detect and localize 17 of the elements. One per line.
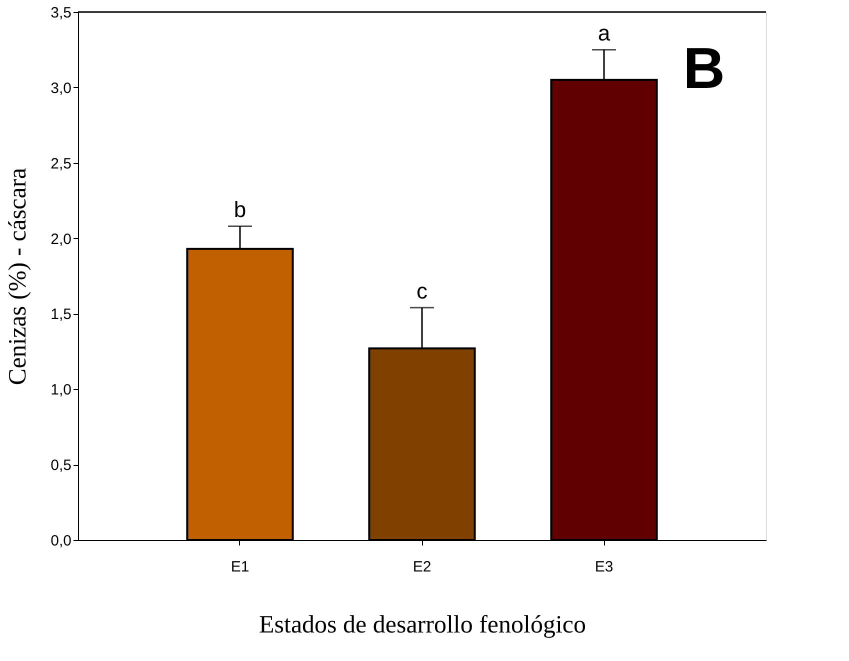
x-tick-label: E2 (412, 558, 432, 576)
x-tick-label: E3 (594, 558, 614, 576)
y-tick-label: 0,0 (50, 532, 72, 550)
y-tick-label: 2,0 (50, 230, 72, 248)
x-tick-label: E1 (230, 558, 250, 576)
annotation: b (234, 197, 246, 222)
y-tick-label: 3,5 (50, 4, 72, 22)
y-tick-label: 3,0 (50, 80, 72, 97)
annotation: B (683, 36, 725, 101)
y-axis-title: Cenizas (%) - cáscara (4, 168, 32, 386)
annotation: a (598, 20, 611, 46)
y-tick-label: 1,5 (50, 306, 72, 324)
y-tick-label: 2,5 (50, 155, 72, 172)
annotation: c (416, 278, 428, 304)
y-tick-label: 1,0 (50, 382, 72, 399)
y-tick-label: 0,5 (50, 457, 72, 474)
x-axis-title: Estados de desarrollo fenológico (259, 612, 586, 638)
